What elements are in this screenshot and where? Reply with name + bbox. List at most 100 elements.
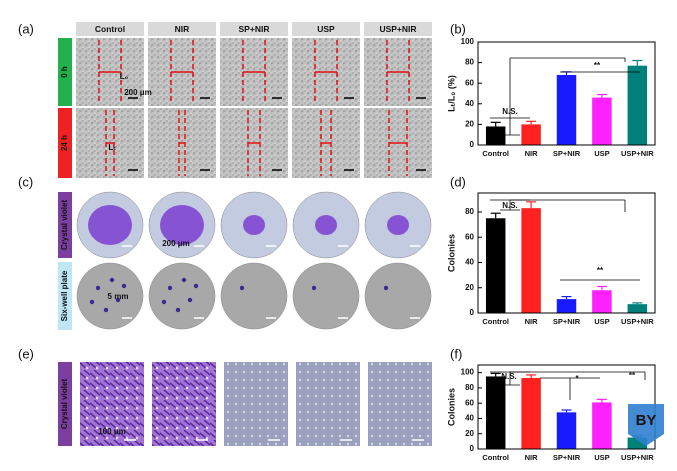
column-header: SP+NIR	[239, 24, 270, 34]
bar	[485, 218, 506, 313]
micrograph	[152, 362, 216, 446]
column-header: NIR	[175, 24, 190, 34]
x-tick-label: USP+NIR	[621, 149, 654, 158]
x-tick-label: USP	[594, 453, 609, 462]
colony	[311, 285, 317, 291]
panel-label: (d)	[450, 174, 466, 189]
colony-stain	[387, 215, 409, 235]
image-annotation: L₀	[120, 72, 129, 81]
colony	[181, 277, 187, 283]
well	[220, 262, 288, 330]
colony	[383, 285, 389, 291]
colony-stain	[315, 215, 337, 235]
y-tick-label: 20	[465, 429, 474, 438]
row-label-bg	[58, 192, 72, 258]
annotation: **	[594, 61, 601, 70]
bar	[592, 97, 612, 145]
micrograph	[80, 362, 144, 446]
y-tick-label: 80	[465, 58, 474, 67]
y-tick-label: 60	[465, 232, 474, 241]
column-header: USP	[317, 24, 335, 34]
panel-label: (f)	[450, 346, 462, 361]
x-tick-label: NIR	[525, 149, 539, 158]
colony	[109, 277, 115, 283]
y-tick-label: 20	[465, 283, 474, 292]
image-annotation: Lₜ	[108, 143, 116, 152]
y-tick-label: 80	[465, 207, 474, 216]
colony-stain	[243, 215, 265, 235]
y-tick-label: 60	[465, 398, 474, 407]
bar	[556, 74, 577, 145]
micrograph	[368, 362, 432, 446]
bar	[627, 437, 648, 449]
row-label: 24 h	[60, 135, 69, 151]
annotation: N.S.	[501, 372, 517, 381]
x-tick-label: NIR	[525, 317, 539, 326]
bar	[592, 402, 612, 449]
row-label-bg	[58, 38, 72, 106]
column-header: Control	[95, 24, 125, 34]
y-tick-label: 0	[470, 444, 475, 453]
bar	[627, 65, 648, 145]
colony	[161, 299, 167, 305]
panel-label: (b)	[450, 21, 466, 36]
column-header-bg	[220, 22, 288, 36]
y-axis-label: Colonies	[446, 388, 456, 426]
y-tick-label: 0	[470, 308, 475, 317]
annotation: N.S.	[502, 201, 518, 210]
x-tick-label: Control	[482, 317, 509, 326]
panel-label: (a)	[18, 21, 34, 36]
well	[76, 262, 144, 330]
y-tick-label: 20	[465, 120, 474, 129]
y-tick-label: 0	[470, 140, 475, 149]
colony	[167, 285, 173, 291]
colony	[89, 299, 95, 305]
row-label: Six-well plate	[60, 270, 69, 321]
row-label-bg	[58, 108, 72, 178]
well	[148, 262, 216, 330]
bar	[556, 299, 577, 313]
image-annotation: 200 μm	[162, 239, 190, 248]
bar	[627, 304, 648, 313]
bar	[485, 126, 506, 145]
colony-stain	[88, 205, 132, 245]
annotation: N.S.	[502, 107, 518, 116]
x-tick-label: USP+NIR	[621, 317, 654, 326]
x-tick-label: SP+NIR	[553, 453, 581, 462]
plot-frame	[477, 192, 656, 314]
row-label-bg	[58, 262, 72, 330]
bar	[521, 377, 541, 449]
y-tick-label: 40	[465, 414, 474, 423]
colony	[121, 283, 127, 289]
image-annotation: 200 μm	[124, 88, 152, 97]
annotation: *	[575, 374, 579, 383]
x-tick-label: SP+NIR	[553, 317, 581, 326]
x-tick-label: SP+NIR	[553, 149, 581, 158]
colony	[95, 285, 101, 291]
x-tick-label: Control	[482, 453, 509, 462]
y-tick-label: 40	[465, 258, 474, 267]
y-tick-label: 80	[465, 383, 474, 392]
x-tick-label: NIR	[525, 453, 539, 462]
colony	[193, 283, 199, 289]
y-axis-label: Colonies	[446, 234, 456, 272]
plot-frame	[477, 41, 656, 146]
y-tick-label: 100	[461, 368, 475, 377]
y-tick-label: 60	[465, 78, 474, 87]
bar	[521, 124, 541, 145]
x-tick-label: Control	[482, 149, 509, 158]
panel-label: (e)	[18, 346, 34, 361]
y-tick-label: 40	[465, 99, 474, 108]
row-label: 0 h	[60, 66, 69, 78]
colony	[239, 285, 245, 291]
column-header: USP+NIR	[379, 24, 416, 34]
bar	[485, 376, 506, 449]
column-header-bg	[364, 22, 432, 36]
x-tick-label: USP+NIR	[621, 453, 654, 462]
colony-stain	[160, 205, 204, 245]
bar	[592, 290, 612, 313]
colony	[103, 307, 109, 313]
column-header-bg	[76, 22, 144, 36]
x-tick-label: USP	[594, 149, 609, 158]
